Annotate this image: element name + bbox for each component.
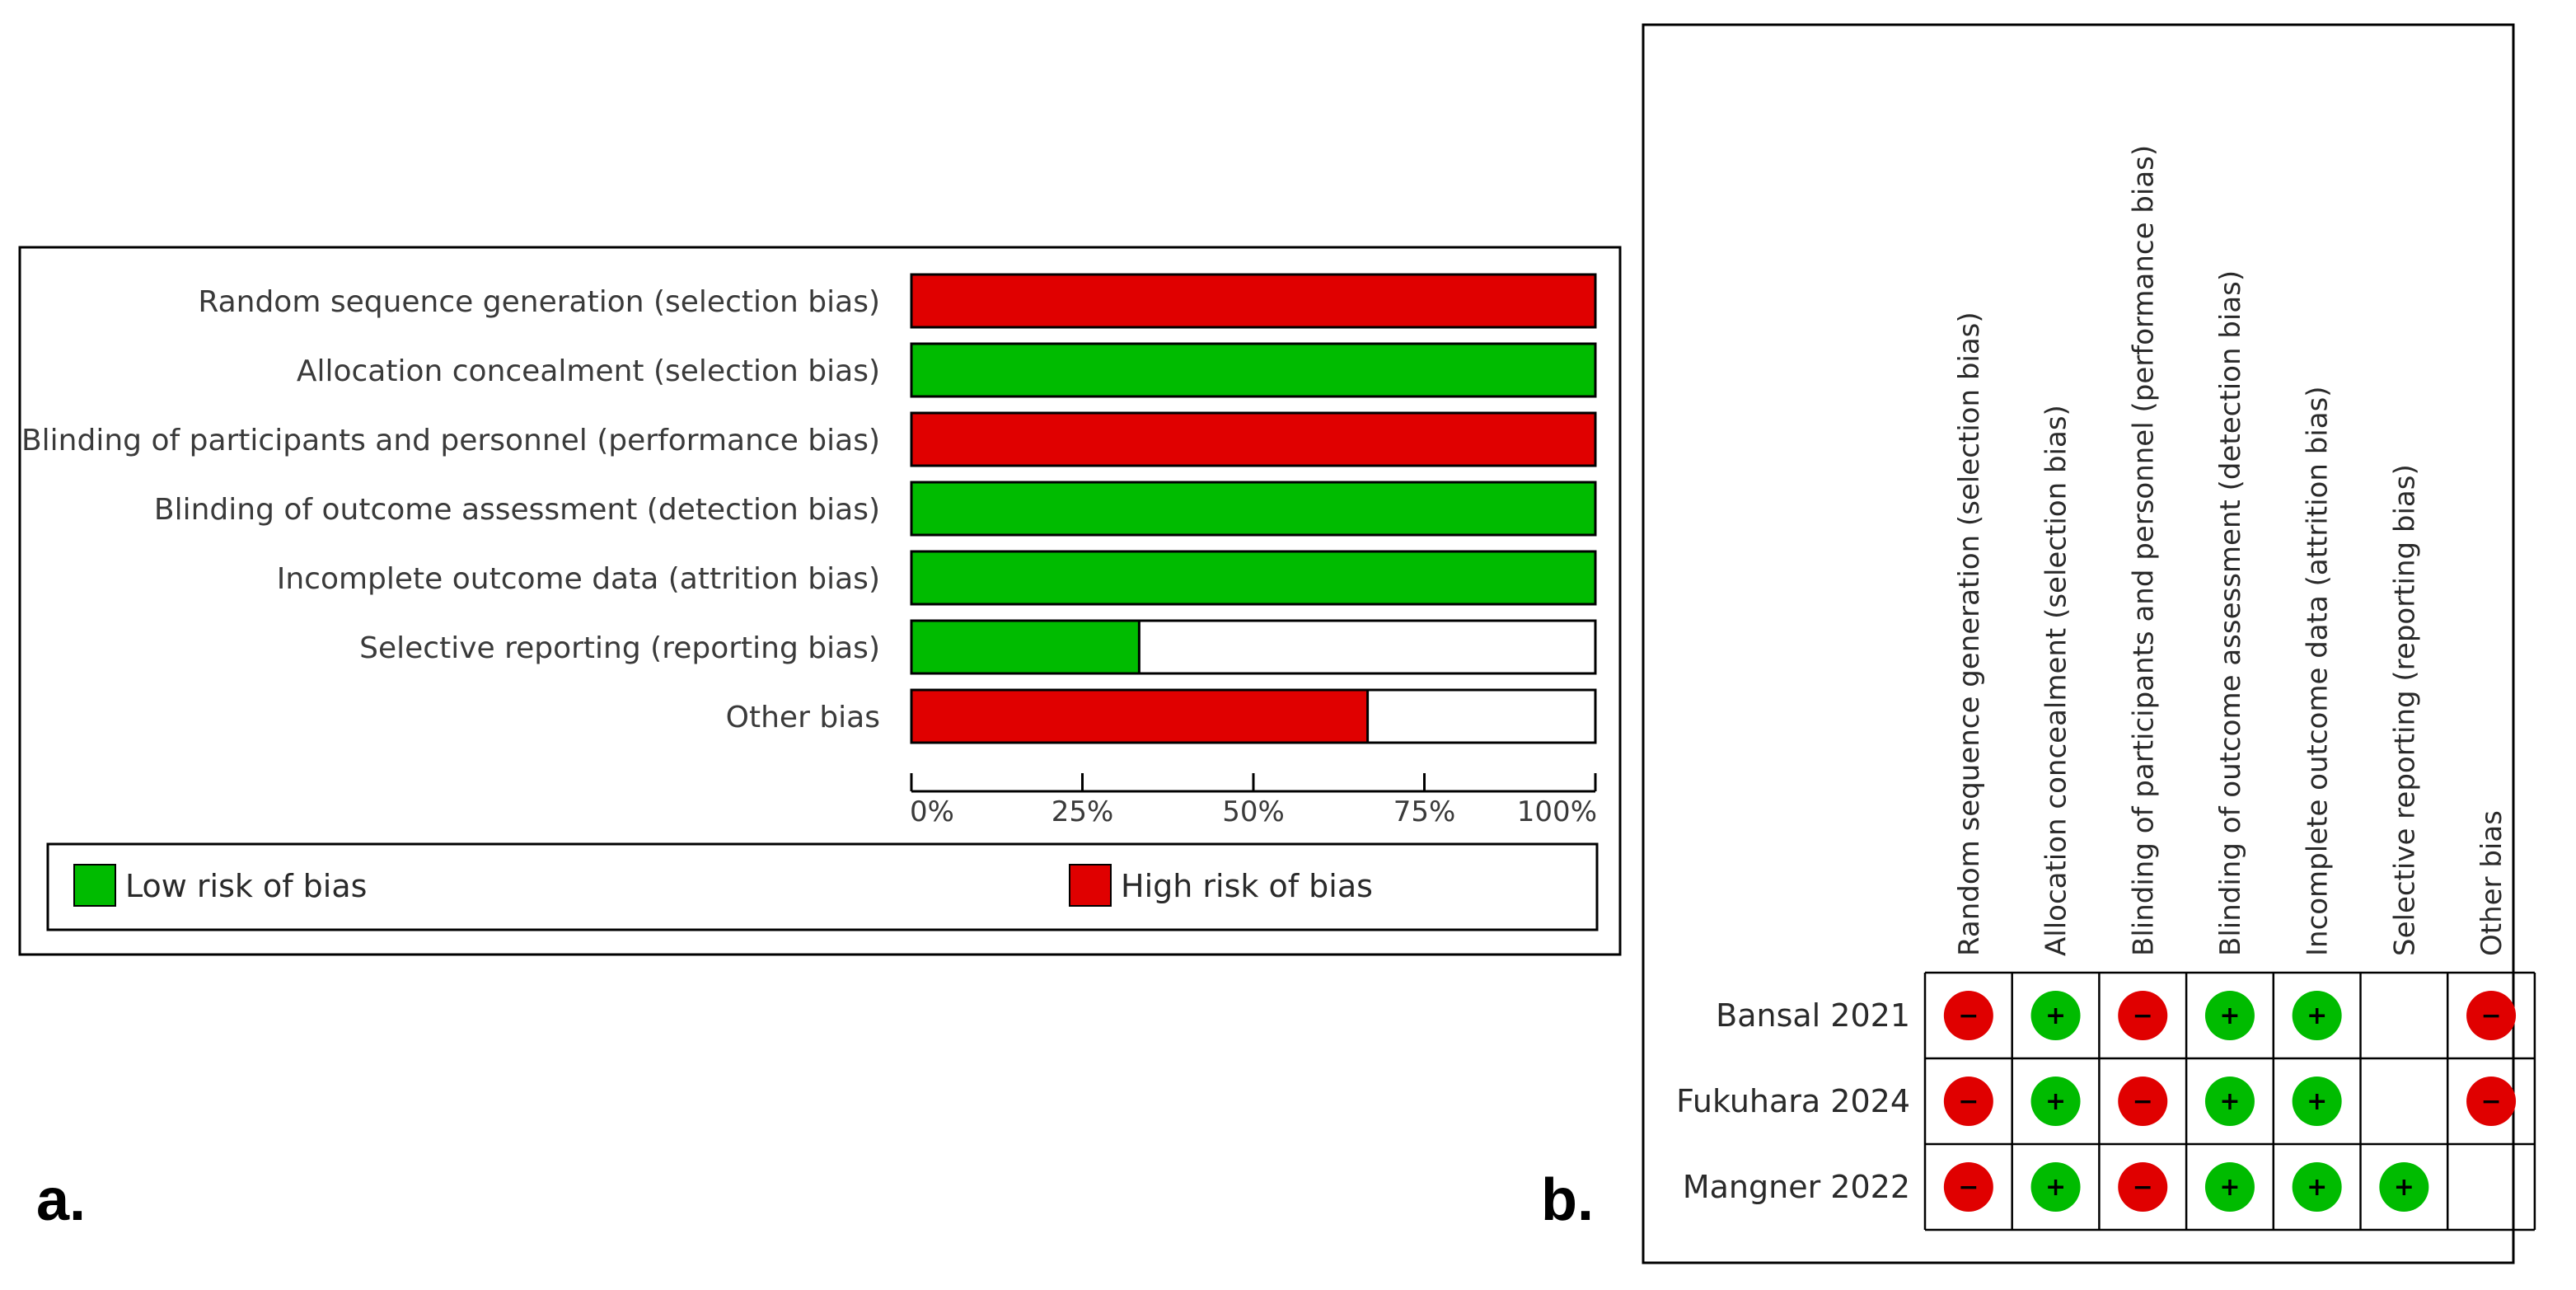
low-risk-dot [2204, 991, 2255, 1040]
legend-box [46, 842, 1599, 931]
panel-b-letter: b. [1541, 1167, 1594, 1233]
plus-icon: + [2307, 1002, 2327, 1030]
legend-swatch-high [1069, 864, 1112, 907]
bar-category-label: Other bias [726, 701, 880, 734]
low-risk-dot [2292, 1162, 2342, 1212]
bar-category-label: Random sequence generation (selection bi… [198, 285, 880, 319]
bar-category-label: Blinding of participants and personnel (… [21, 424, 880, 457]
plus-icon: + [2219, 1002, 2240, 1030]
minus-icon: − [1958, 1002, 1979, 1030]
low-risk-dot [2292, 991, 2342, 1040]
minus-icon: − [1958, 1173, 1979, 1202]
high-risk-dot [2118, 991, 2168, 1040]
low-risk-dot [2030, 991, 2081, 1040]
high-risk-dot [1943, 1077, 1993, 1126]
study-label: Fukuhara 2024 [1676, 1083, 1910, 1119]
low-risk-dot [2204, 1077, 2255, 1126]
plus-icon: + [2307, 1087, 2327, 1116]
column-header: Blinding of outcome assessment (detectio… [2214, 270, 2247, 956]
plus-icon: + [2045, 1002, 2066, 1030]
minus-icon: − [2480, 1087, 2501, 1116]
bar-category-label: Blinding of outcome assessment (detectio… [154, 493, 880, 527]
low-risk-dot [2204, 1162, 2255, 1212]
column-header: Random sequence generation (selection bi… [1953, 312, 1986, 956]
bar-category-label: Allocation concealment (selection bias) [297, 354, 880, 388]
bar-low-risk [910, 481, 1597, 537]
x-axis-tick-label: 50% [1222, 795, 1285, 828]
bar-high-risk [910, 411, 1597, 467]
plus-icon: + [2219, 1087, 2240, 1116]
legend-label-high: High risk of bias [1121, 868, 1373, 904]
plus-icon: + [2307, 1173, 2327, 1202]
column-header: Selective reporting (reporting bias) [2388, 464, 2421, 956]
high-risk-dot [1943, 1162, 1993, 1212]
minus-icon: − [2133, 1002, 2153, 1030]
column-header: Other bias [2475, 810, 2508, 956]
plus-icon: + [2394, 1173, 2414, 1202]
x-axis-tick-label: 75% [1393, 795, 1456, 828]
bar-low-risk [910, 342, 1597, 398]
low-risk-dot [2030, 1077, 2081, 1126]
high-risk-dot [1943, 991, 1993, 1040]
minus-icon: − [2133, 1173, 2153, 1202]
bar-high-risk [910, 688, 1370, 744]
bar-low-risk [910, 550, 1597, 606]
x-axis-tick-label: 25% [1051, 795, 1114, 828]
low-risk-dot [2292, 1077, 2342, 1126]
bar-high-risk [910, 273, 1597, 329]
high-risk-dot [2466, 991, 2517, 1040]
panel-b-frame [1642, 23, 2515, 1264]
panel-a-letter: a. [36, 1167, 86, 1233]
x-axis-tick-label: 0% [910, 795, 954, 828]
column-header: Blinding of participants and personnel (… [2127, 145, 2160, 956]
plus-icon: + [2045, 1173, 2066, 1202]
column-header: Incomplete outcome data (attrition bias) [2302, 386, 2335, 956]
high-risk-dot [2118, 1077, 2168, 1126]
column-header: Allocation concealment (selection bias) [2040, 405, 2073, 956]
bar-category-label: Incomplete outcome data (attrition bias) [277, 562, 880, 596]
bar-category-label: Selective reporting (reporting bias) [359, 631, 880, 665]
plus-icon: + [2045, 1087, 2066, 1116]
legend-label-low: Low risk of bias [125, 868, 367, 904]
study-label: Bansal 2021 [1716, 997, 1910, 1034]
panel-b-table: Random sequence generation (selection bi… [1676, 145, 2536, 1231]
x-axis-tick-label: 100% [1517, 795, 1597, 828]
legend-swatch-low [73, 864, 116, 907]
bar-low-risk [910, 619, 1140, 675]
low-risk-dot [2379, 1162, 2429, 1212]
panel-a-chart: Random sequence generation (selection bi… [21, 273, 1597, 828]
study-label: Mangner 2022 [1683, 1169, 1910, 1205]
plus-icon: + [2219, 1173, 2240, 1202]
minus-icon: − [1958, 1087, 1979, 1116]
high-risk-dot [2118, 1162, 2168, 1212]
minus-icon: − [2133, 1087, 2153, 1116]
high-risk-dot [2466, 1077, 2517, 1126]
low-risk-dot [2030, 1162, 2081, 1212]
minus-icon: − [2480, 1002, 2501, 1030]
